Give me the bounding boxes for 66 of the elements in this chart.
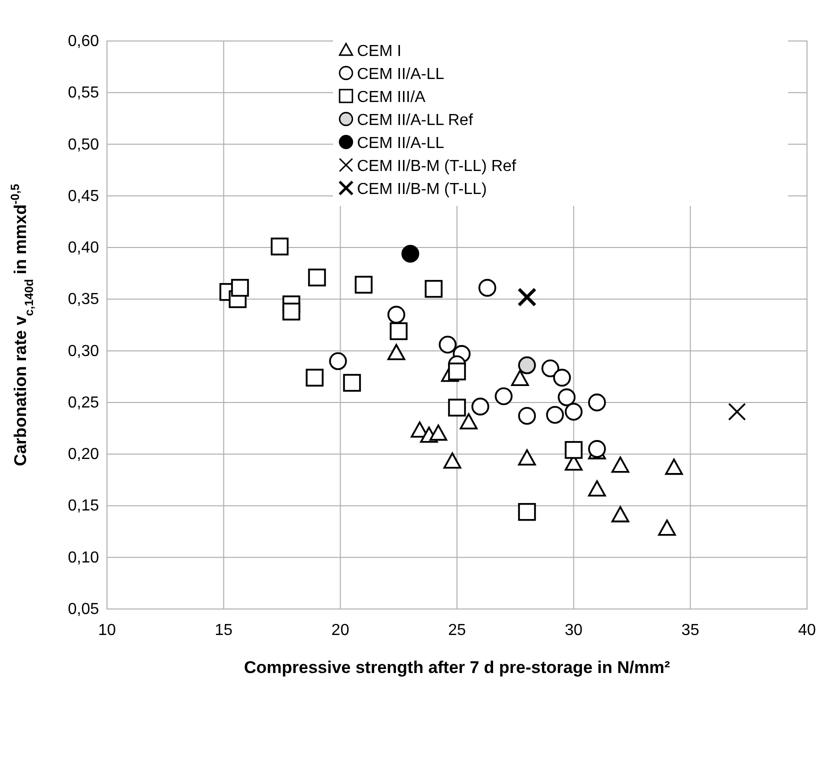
point — [588, 480, 606, 497]
legend-label: CEM II/B-M (T-LL) — [357, 181, 487, 198]
point — [518, 503, 536, 521]
y-tick-label: 0,60 — [68, 33, 100, 50]
y-tick-label: 0,25 — [68, 394, 100, 412]
point — [494, 387, 513, 406]
point — [282, 302, 300, 320]
x-tick-label: 40 — [798, 622, 816, 639]
point — [588, 394, 606, 412]
legend-label: CEM II/A-LL Ref — [357, 112, 474, 129]
y-tick-label: 0,20 — [68, 446, 100, 464]
point — [448, 362, 466, 380]
point — [387, 344, 406, 360]
point — [728, 402, 746, 421]
x-tick-label: 20 — [331, 622, 350, 639]
point — [665, 458, 683, 475]
legend-label: CEM II/B-M (T-LL) Ref — [357, 158, 517, 175]
legend-label: CEM I — [357, 43, 402, 60]
point — [424, 280, 443, 298]
y-tick-label: 0,35 — [68, 291, 100, 308]
point — [553, 368, 571, 387]
point — [564, 441, 583, 459]
point — [658, 520, 676, 536]
point — [611, 506, 630, 522]
y-tick-label: 0,15 — [68, 498, 100, 515]
point — [511, 370, 529, 386]
y-tick-label: 0,40 — [68, 240, 100, 257]
y-tick-label: 0,30 — [68, 342, 100, 360]
y-tick-label: 0,55 — [68, 84, 100, 102]
point — [401, 244, 420, 263]
point — [518, 449, 536, 466]
point — [460, 413, 478, 430]
point — [231, 278, 249, 297]
point — [429, 424, 448, 441]
x-axis-title: Compressive strength after 7 d pre-storage in N/mm² — [244, 658, 670, 677]
point — [308, 268, 326, 286]
point — [390, 322, 408, 340]
x-tick-label: 30 — [564, 622, 583, 639]
y-tick-label: 0,05 — [68, 601, 100, 618]
x-tick-label: 35 — [681, 622, 700, 639]
x-tick-label: 25 — [448, 622, 466, 639]
point — [270, 238, 289, 256]
point — [354, 276, 373, 294]
legend-label: CEM II/A-LL — [357, 66, 444, 83]
point — [546, 406, 564, 424]
point — [518, 356, 536, 374]
point — [306, 368, 324, 387]
point — [564, 402, 583, 421]
point — [343, 374, 361, 392]
point — [478, 278, 496, 297]
point — [329, 352, 347, 370]
y-tick-label: 0,10 — [68, 549, 100, 566]
legend-label: CEM III/A — [357, 89, 426, 106]
point — [558, 388, 576, 406]
point — [443, 452, 462, 469]
y-tick-label: 0,50 — [68, 136, 100, 154]
y-tick-label: 0,45 — [68, 188, 100, 205]
point — [438, 336, 457, 354]
point — [517, 288, 537, 307]
point — [448, 398, 466, 417]
legend-label: CEM II/A-LL — [357, 135, 444, 152]
x-tick-label: 10 — [98, 622, 116, 639]
x-tick-label: 15 — [214, 622, 233, 639]
point — [611, 456, 630, 473]
point — [518, 406, 536, 425]
point — [471, 398, 490, 416]
